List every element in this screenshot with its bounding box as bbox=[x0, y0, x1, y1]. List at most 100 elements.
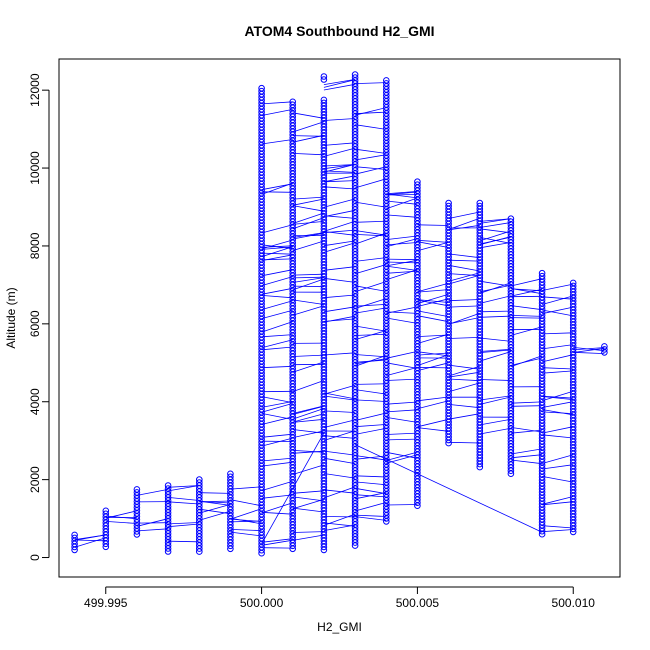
series-line-segment bbox=[417, 396, 449, 402]
series-line-segment bbox=[417, 315, 449, 323]
x-tick-label: 500.005 bbox=[396, 596, 440, 610]
series-line-segment bbox=[417, 310, 449, 317]
series-line-segment bbox=[261, 139, 293, 145]
series-line-segment bbox=[542, 309, 574, 317]
data-point bbox=[196, 545, 203, 552]
data-point bbox=[227, 545, 234, 553]
series-line-segment bbox=[479, 427, 511, 435]
series-line-segment bbox=[386, 191, 418, 196]
series-line-segment bbox=[448, 305, 480, 308]
series-line-segment bbox=[323, 457, 356, 464]
series-line-segment bbox=[323, 163, 356, 173]
series-line-segment bbox=[199, 508, 231, 515]
series-line-segment bbox=[354, 502, 387, 512]
series-line-segment bbox=[323, 164, 356, 170]
series-line-segment bbox=[323, 294, 356, 299]
series-line-segment bbox=[199, 504, 231, 514]
series-line-segment bbox=[354, 281, 387, 293]
series-line-segment bbox=[292, 405, 324, 414]
series-line-segment bbox=[448, 337, 480, 339]
series-line-segment bbox=[448, 413, 480, 420]
series-line-segment bbox=[448, 272, 480, 282]
series-line-segment bbox=[323, 277, 356, 283]
series-long-segment bbox=[354, 444, 543, 533]
series-line-segment bbox=[386, 417, 418, 423]
series-line-segment bbox=[323, 215, 356, 219]
series-line-segment bbox=[261, 334, 293, 338]
series-line-segment bbox=[417, 333, 449, 344]
series-line-segment bbox=[386, 362, 418, 369]
series-line-segment bbox=[417, 224, 449, 226]
series-line-segment bbox=[510, 459, 543, 465]
series-line-segment bbox=[355, 285, 387, 292]
series-line-segment bbox=[261, 269, 293, 277]
series-line-segment bbox=[323, 489, 356, 494]
series-line-segment bbox=[510, 317, 543, 319]
series-line-segment bbox=[292, 380, 325, 392]
data-point bbox=[601, 349, 608, 356]
series-line-segment bbox=[386, 438, 418, 441]
series-line-segment bbox=[292, 499, 325, 510]
series-line-segment bbox=[386, 242, 418, 246]
series-line-segment bbox=[292, 464, 325, 475]
y-tick-label: 12000 bbox=[28, 73, 42, 107]
series-line-segment bbox=[261, 480, 293, 491]
series-line-segment bbox=[292, 196, 324, 200]
series-line-segment bbox=[355, 516, 387, 521]
series-line-segment bbox=[355, 399, 387, 402]
series-line-segment bbox=[355, 82, 387, 84]
series-line-segment bbox=[292, 153, 324, 156]
data-point bbox=[569, 525, 577, 533]
x-axis-label: H2_GMI bbox=[317, 620, 362, 634]
series-line-segment bbox=[355, 111, 387, 115]
series-line-segment bbox=[292, 305, 325, 316]
series-line-segment bbox=[292, 490, 324, 494]
series-line-segment bbox=[168, 523, 200, 528]
series-line-segment bbox=[261, 538, 293, 543]
series-line-segment bbox=[479, 230, 512, 242]
series-line-segment bbox=[417, 299, 449, 307]
series-line-segment bbox=[354, 178, 387, 189]
data-point bbox=[320, 73, 328, 80]
series-line-segment bbox=[292, 531, 324, 533]
series-line-segment bbox=[74, 534, 106, 541]
series-line-segment bbox=[417, 352, 449, 356]
series-line-segment bbox=[417, 239, 449, 243]
series-line-segment bbox=[573, 347, 605, 352]
data-point bbox=[569, 528, 577, 536]
series-line-segment bbox=[386, 351, 418, 359]
series-line-segment bbox=[542, 496, 574, 505]
series-line-segment bbox=[386, 191, 418, 195]
series-line-segment bbox=[510, 448, 543, 455]
series-line-segment bbox=[448, 259, 480, 262]
series-line-segment bbox=[573, 351, 605, 354]
data-point bbox=[538, 530, 546, 538]
series-line-segment bbox=[292, 278, 325, 291]
series-line-segment bbox=[542, 426, 574, 434]
series-line-segment bbox=[386, 238, 418, 248]
series-line-segment bbox=[199, 510, 231, 521]
series-line-segment bbox=[261, 494, 293, 499]
series-line-segment bbox=[355, 333, 387, 336]
series-line-segment bbox=[355, 514, 387, 517]
series-line-segment bbox=[323, 229, 356, 234]
series-line-segment bbox=[479, 295, 511, 304]
series-line-segment bbox=[542, 401, 574, 408]
series-points bbox=[71, 71, 608, 557]
series-line-segment bbox=[292, 276, 324, 279]
series-line-segment bbox=[323, 164, 356, 167]
series-line-segment bbox=[292, 212, 325, 224]
data-point bbox=[476, 460, 484, 468]
series-line-segment bbox=[417, 282, 449, 293]
series-line-segment bbox=[386, 214, 418, 218]
series-line-segment bbox=[417, 241, 449, 252]
series-line-segment bbox=[510, 357, 543, 366]
data-point bbox=[320, 546, 328, 554]
series-line-segment bbox=[386, 451, 418, 461]
series-line-segment bbox=[448, 264, 480, 272]
data-point bbox=[164, 545, 172, 552]
series-line-segment bbox=[510, 305, 543, 311]
series-line-segment bbox=[542, 525, 574, 529]
series-line-segment bbox=[354, 264, 387, 275]
series-line-segment bbox=[230, 499, 262, 507]
